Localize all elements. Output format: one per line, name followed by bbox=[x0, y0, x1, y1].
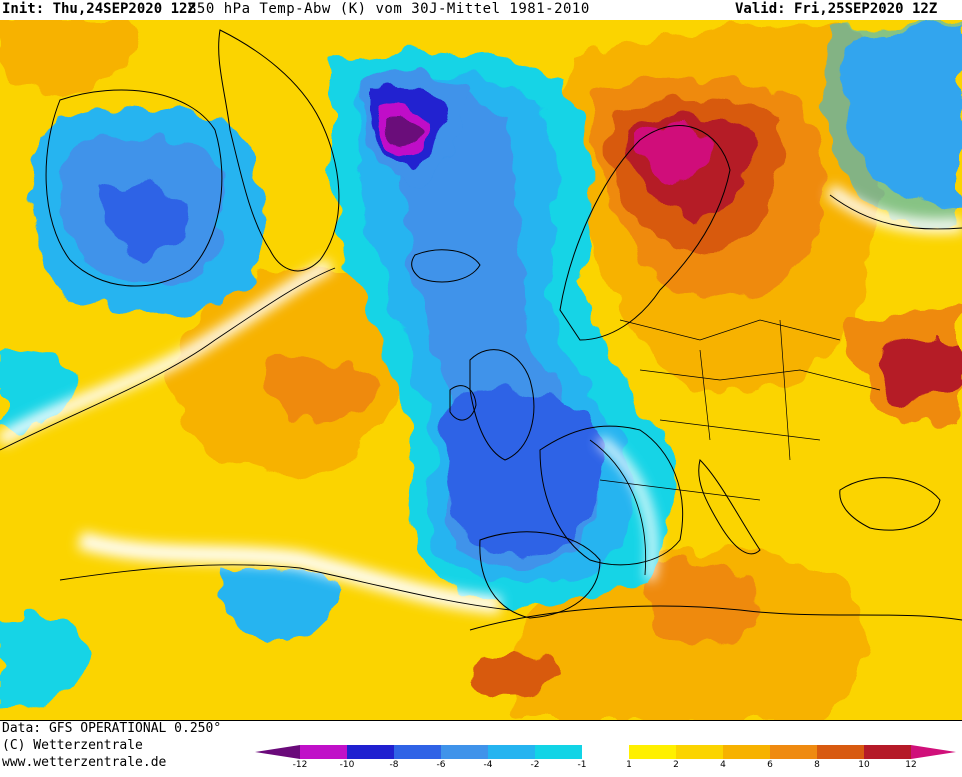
colorbar-tick-label: 10 bbox=[858, 760, 870, 770]
map-header: Init: Thu,24SEP2020 12Z 850 hPa Temp-Abw… bbox=[0, 0, 962, 20]
temperature-anomaly-map bbox=[0, 20, 962, 721]
colorbar-segment-p4_p6 bbox=[723, 745, 770, 759]
colorbar-segment-m2_m1 bbox=[535, 745, 582, 759]
map-title: 850 hPa Temp-Abw (K) vom 30J-Mittel 1981… bbox=[188, 1, 590, 17]
anomaly-region-africa-red bbox=[472, 651, 560, 695]
coastline-italy bbox=[698, 459, 761, 555]
coastlines bbox=[45, 29, 962, 631]
copyright-label: (C) Wetterzentrale bbox=[2, 738, 143, 753]
colorbar-segment-p8_p10 bbox=[817, 745, 864, 759]
coastline-europe-west bbox=[539, 425, 684, 566]
border-lines-europe bbox=[599, 319, 881, 501]
anomaly-region-scandinavia-magenta bbox=[640, 124, 715, 182]
colorbar-segment-p2_p4 bbox=[676, 745, 723, 759]
colorbar-segment-m1_p1 bbox=[582, 745, 629, 759]
colorbar-segment-m10_m8 bbox=[347, 745, 394, 759]
neutral-band-east bbox=[825, 184, 962, 234]
zero-contours bbox=[0, 194, 962, 611]
colorbar-tick-label: 2 bbox=[673, 760, 679, 770]
coastline-iceland bbox=[411, 249, 481, 283]
coastline-scandinavia bbox=[559, 125, 731, 341]
valid-time: Valid: Fri,25SEP2020 12Z bbox=[735, 1, 938, 17]
coastline-greenland bbox=[218, 29, 340, 272]
coastline-iberia bbox=[479, 531, 601, 619]
map-canvas bbox=[0, 20, 962, 720]
zero-contour-south bbox=[59, 564, 511, 611]
coastline-north-africa bbox=[469, 605, 962, 631]
colorbar-tick-label: 1 bbox=[626, 760, 632, 770]
colorbar-segment-p6_p8 bbox=[770, 745, 817, 759]
colorbar-segment-m6_m4 bbox=[441, 745, 488, 759]
colorbar-legend bbox=[255, 744, 959, 764]
colorbar-segment-p10_p12 bbox=[864, 745, 911, 759]
colorbar-tick-label: -1 bbox=[577, 760, 587, 770]
anomaly-region-mediterranean-darkorange bbox=[645, 559, 760, 644]
colorbar-tick-label: 8 bbox=[814, 760, 820, 770]
init-time: Init: Thu,24SEP2020 12Z bbox=[2, 1, 196, 17]
website-label: www.wetterzentrale.de bbox=[2, 755, 167, 770]
colorbar-segment-m8_m6 bbox=[394, 745, 441, 759]
colorbar-arrow-above bbox=[911, 745, 956, 759]
anomaly-region-midatlantic-cold bbox=[219, 566, 340, 640]
zero-contour-biscay bbox=[589, 439, 647, 576]
anomaly-region-greenland-core bbox=[387, 118, 422, 142]
anomaly-region-east-red bbox=[875, 337, 962, 400]
zero-contour-atlantic bbox=[0, 267, 336, 451]
colorbar-tick-label: -8 bbox=[389, 760, 399, 770]
colorbar-segment-p1_p2 bbox=[629, 745, 676, 759]
anomaly-region-canada-cold-deep bbox=[100, 185, 185, 258]
colorbar-segment-m4_m2 bbox=[488, 745, 535, 759]
anomaly-region-biscay-cold-deep bbox=[444, 390, 603, 554]
colorbar-tick-label: 12 bbox=[905, 760, 917, 770]
colorbar-segment-m12_m10 bbox=[300, 745, 347, 759]
neutral-band-south bbox=[77, 531, 501, 614]
data-source-label: Data: GFS OPERATIONAL 0.250° bbox=[2, 721, 222, 736]
colorbar-svg bbox=[255, 745, 956, 759]
coastline-canada bbox=[45, 89, 223, 287]
anomaly-region-southwest-cold bbox=[0, 616, 90, 710]
coastline-british-isles bbox=[469, 349, 535, 461]
colorbar-arrow-below bbox=[255, 745, 300, 759]
colorbar-tick-label: -2 bbox=[530, 760, 540, 770]
anomaly-region-northeast-light bbox=[825, 20, 962, 231]
colorbar-tick-label: -4 bbox=[483, 760, 493, 770]
coastline-black-sea bbox=[839, 477, 941, 531]
coastline-ireland bbox=[449, 385, 477, 421]
colorbar-tick-label: -6 bbox=[436, 760, 446, 770]
anomaly-region-northwest-orange bbox=[0, 20, 137, 91]
colorbar-tick-label: 6 bbox=[767, 760, 773, 770]
zero-contour-northeast bbox=[829, 194, 962, 230]
colorbar-tick-label: 4 bbox=[720, 760, 726, 770]
colorbar-tick-label: -12 bbox=[292, 760, 308, 770]
colorbar-tick-label: -10 bbox=[339, 760, 355, 770]
neutral-band-atlantic bbox=[0, 258, 334, 447]
anomaly-region-atlantic-darkorange bbox=[262, 356, 380, 421]
